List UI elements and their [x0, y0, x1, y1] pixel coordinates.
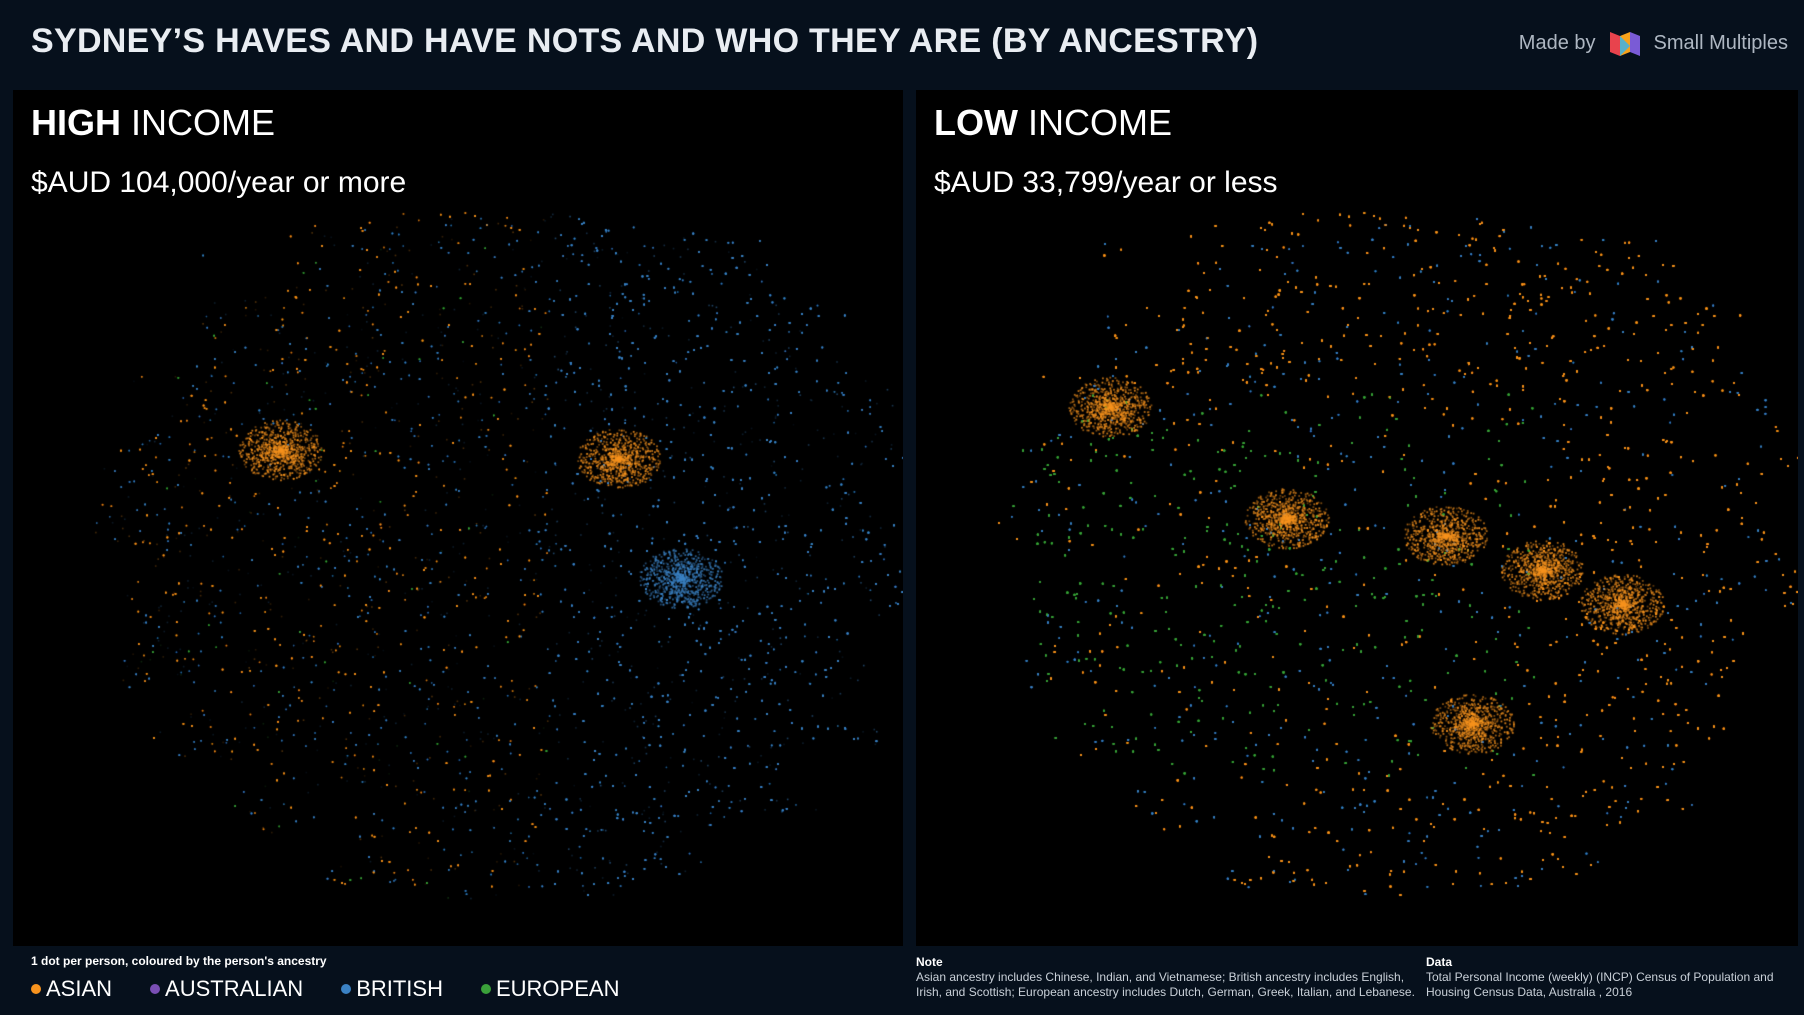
data-heading: Data: [1426, 955, 1453, 969]
legend-label-british: BRITISH: [356, 976, 443, 1001]
note-heading: Note: [916, 955, 943, 969]
low-income-threshold: $AUD 33,799/year or less: [934, 166, 1278, 199]
note-text: Asian ancestry includes Chinese, Indian,…: [916, 970, 1415, 999]
credit: Made by Small Multiples: [1519, 28, 1788, 58]
legend-item-australian: AUSTRALIAN: [150, 976, 303, 1002]
credit-brand: Small Multiples: [1653, 31, 1788, 54]
legend-item-british: BRITISH: [341, 976, 443, 1002]
high-income-heading-strong: HIGH: [31, 102, 121, 143]
low-income-heading-strong: LOW: [934, 102, 1018, 143]
legend-caption: 1 dot per person, coloured by the person…: [31, 954, 327, 968]
high-income-heading: HIGH INCOME: [31, 102, 275, 144]
legend-label-european: EUROPEAN: [495, 976, 620, 1001]
credit-prefix: Made by: [1518, 31, 1596, 54]
legend-dot-european: [480, 984, 491, 994]
legend-dot-british: [341, 984, 352, 994]
footnote-data-source: Data Total Personal Income (weekly) (INC…: [1426, 955, 1796, 1000]
high-income-map-panel: HIGH INCOME $AUD 104,000/year or more: [13, 90, 903, 946]
high-income-heading-light: INCOME: [121, 102, 276, 143]
legend-items: ASIAN AUSTRALIAN BRITISH EUROPEAN: [31, 976, 657, 1002]
low-income-heading-light: INCOME: [1017, 102, 1172, 143]
legend-item-european: EUROPEAN: [480, 976, 620, 1002]
legend-dot-asian: [31, 984, 41, 994]
legend-label-australian: AUSTRALIAN: [165, 976, 304, 1001]
legend-label-asian: ASIAN: [46, 976, 113, 1001]
legend: 1 dot per person, coloured by the person…: [31, 954, 657, 1002]
small-multiples-logo-icon: [1609, 32, 1640, 56]
header: SYDNEY’S HAVES AND HAVE NOTS AND WHO THE…: [0, 0, 1804, 88]
low-income-map-panel: LOW INCOME $AUD 33,799/year or less: [916, 90, 1798, 946]
low-income-dot-map: [916, 90, 1798, 946]
legend-dot-australian: [150, 984, 161, 994]
high-income-threshold: $AUD 104,000/year or more: [31, 166, 407, 199]
low-income-heading: LOW INCOME: [934, 102, 1172, 144]
footnote-note: Note Asian ancestry includes Chinese, In…: [916, 955, 1416, 1000]
page-title: SYDNEY’S HAVES AND HAVE NOTS AND WHO THE…: [31, 22, 1259, 60]
legend-item-asian: ASIAN: [31, 976, 112, 1002]
high-income-dot-map: [13, 90, 903, 946]
data-text: Total Personal Income (weekly) (INCP) Ce…: [1426, 970, 1774, 999]
